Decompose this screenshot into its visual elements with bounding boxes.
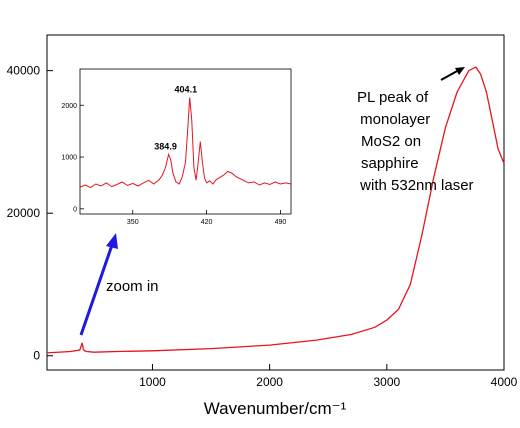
y-tick-label: 0 <box>33 349 40 363</box>
inset-x-tick-label: 490 <box>275 219 287 226</box>
y-tick-label: 20000 <box>7 206 41 220</box>
main-plot-frame <box>46 34 505 371</box>
zoom-in-label: zoom in <box>106 278 159 295</box>
x-tick-label: 4000 <box>491 375 518 389</box>
inset-y-tick-label: 0 <box>73 206 77 213</box>
zoom-arrow <box>79 244 114 336</box>
inset-peak-label: 404.1 <box>175 84 198 94</box>
annotation-line-1: PL peak of <box>357 89 429 106</box>
main-spectrum-line <box>46 66 505 354</box>
inset-y-tick-label: 1000 <box>61 155 77 162</box>
pl-peak-arrow <box>440 69 460 81</box>
x-axis-title: Wavenumber/cm⁻¹ <box>204 399 347 418</box>
inset-spectrum-line <box>79 97 292 189</box>
x-tick-label: 3000 <box>373 375 400 389</box>
y-tick-label: 40000 <box>7 64 41 78</box>
main-axis-ticks <box>47 70 505 370</box>
inset-tick-labels: 350 420 490 0 1000 2000 <box>61 103 286 226</box>
inset-plot-frame <box>79 68 292 215</box>
inset-peak-label: 384.9 <box>154 141 177 151</box>
annotation-line-3: MoS2 on <box>361 133 421 150</box>
zoom-in-annotation: zoom in <box>79 233 159 336</box>
pl-peak-arrowhead <box>455 67 465 75</box>
inset-x-tick-label: 420 <box>201 219 213 226</box>
inset-axis-ticks <box>80 104 281 214</box>
x-tick-label: 2000 <box>256 375 283 389</box>
inset-peak-labels: 384.9 404.1 <box>154 84 197 151</box>
inset-x-tick-label: 350 <box>127 219 139 226</box>
annotation-line-2: monolayer <box>356 111 430 128</box>
pl-peak-annotation: PL peak of monolayer MoS2 on sapphire wi… <box>356 67 474 194</box>
annotation-line-4: sapphire <box>361 155 419 172</box>
inset-y-tick-label: 2000 <box>61 103 77 110</box>
zoom-arrowhead <box>106 233 118 249</box>
annotation-line-5: with 532nm laser <box>356 177 474 194</box>
x-tick-label: 1000 <box>139 375 166 389</box>
